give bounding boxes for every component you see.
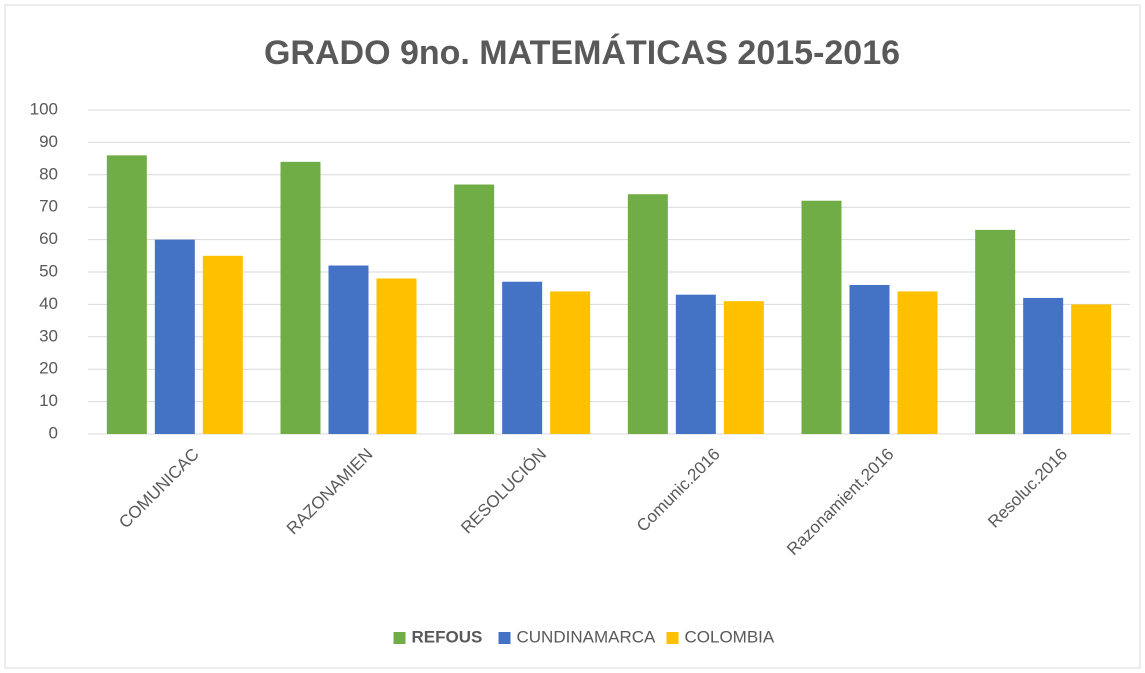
y-tick-label: 80: [39, 164, 58, 183]
bar: [1023, 297, 1064, 434]
y-tick-label: 70: [39, 197, 58, 216]
bar: [502, 281, 543, 434]
y-tick-label: 90: [39, 132, 58, 151]
chart-title: GRADO 9no. MATEMÁTICAS 2015-2016: [264, 34, 900, 72]
bar: [675, 294, 716, 434]
legend-swatch: [666, 632, 679, 644]
legend-swatch: [393, 632, 406, 644]
bar: [550, 291, 591, 434]
legend-swatch: [498, 632, 511, 644]
bar: [627, 194, 668, 434]
y-tick-label: 40: [39, 294, 58, 313]
bar: [376, 278, 417, 434]
y-tick-label: 50: [39, 261, 58, 280]
bar: [801, 200, 842, 434]
bar: [1071, 304, 1112, 434]
y-tick-label: 10: [39, 391, 58, 410]
bar: [106, 155, 147, 435]
y-tick-label: 100: [30, 99, 58, 118]
bar: [328, 265, 369, 434]
bar: [454, 184, 495, 434]
y-tick-label: 20: [39, 359, 58, 378]
bar: [154, 239, 195, 434]
bar: [849, 284, 890, 434]
bar: [723, 301, 764, 434]
y-tick-label: 30: [39, 326, 58, 345]
bar: [202, 255, 243, 434]
legend-label: CUNDINAMARCA: [517, 627, 657, 646]
y-tick-label: 60: [39, 229, 58, 248]
y-tick-label: 0: [49, 423, 58, 442]
bar: [897, 291, 938, 434]
bar: [280, 161, 321, 434]
legend-label: COLOMBIA: [685, 627, 775, 646]
bar: [975, 229, 1016, 434]
legend-label: REFOUS: [412, 627, 483, 646]
